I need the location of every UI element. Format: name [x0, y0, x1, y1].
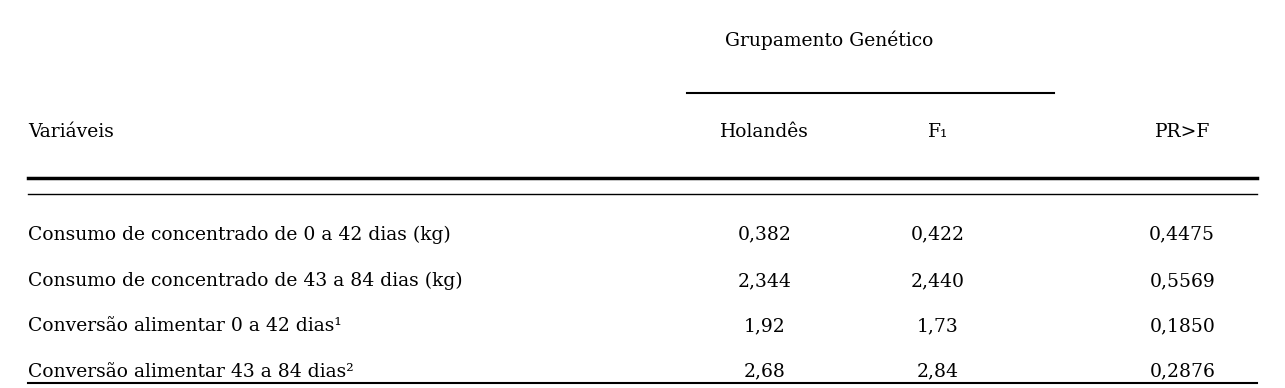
Text: Holandês: Holandês: [720, 123, 810, 141]
Text: Consumo de concentrado de 43 a 84 dias (kg): Consumo de concentrado de 43 a 84 dias (…: [28, 272, 463, 291]
Text: 2,440: 2,440: [911, 272, 965, 290]
Text: 0,2876: 0,2876: [1149, 363, 1216, 381]
Text: Consumo de concentrado de 0 a 42 dias (kg): Consumo de concentrado de 0 a 42 dias (k…: [28, 225, 451, 244]
Text: 2,344: 2,344: [738, 272, 792, 290]
Text: Variáveis: Variáveis: [28, 123, 114, 141]
Text: 0,5569: 0,5569: [1149, 272, 1216, 290]
Text: 2,84: 2,84: [917, 363, 959, 381]
Text: 0,1850: 0,1850: [1149, 317, 1216, 335]
Text: Grupamento Genético: Grupamento Genético: [725, 31, 933, 50]
Text: F₁: F₁: [928, 123, 948, 141]
Text: 1,73: 1,73: [917, 317, 959, 335]
Text: 0,4475: 0,4475: [1149, 226, 1216, 244]
Text: 0,382: 0,382: [738, 226, 792, 244]
Text: PR>F: PR>F: [1154, 123, 1210, 141]
Text: Conversão alimentar 0 a 42 dias¹: Conversão alimentar 0 a 42 dias¹: [28, 317, 342, 335]
Text: 1,92: 1,92: [744, 317, 785, 335]
Text: Conversão alimentar 43 a 84 dias²: Conversão alimentar 43 a 84 dias²: [28, 363, 353, 381]
Text: 0,422: 0,422: [911, 226, 965, 244]
Text: 2,68: 2,68: [744, 363, 785, 381]
